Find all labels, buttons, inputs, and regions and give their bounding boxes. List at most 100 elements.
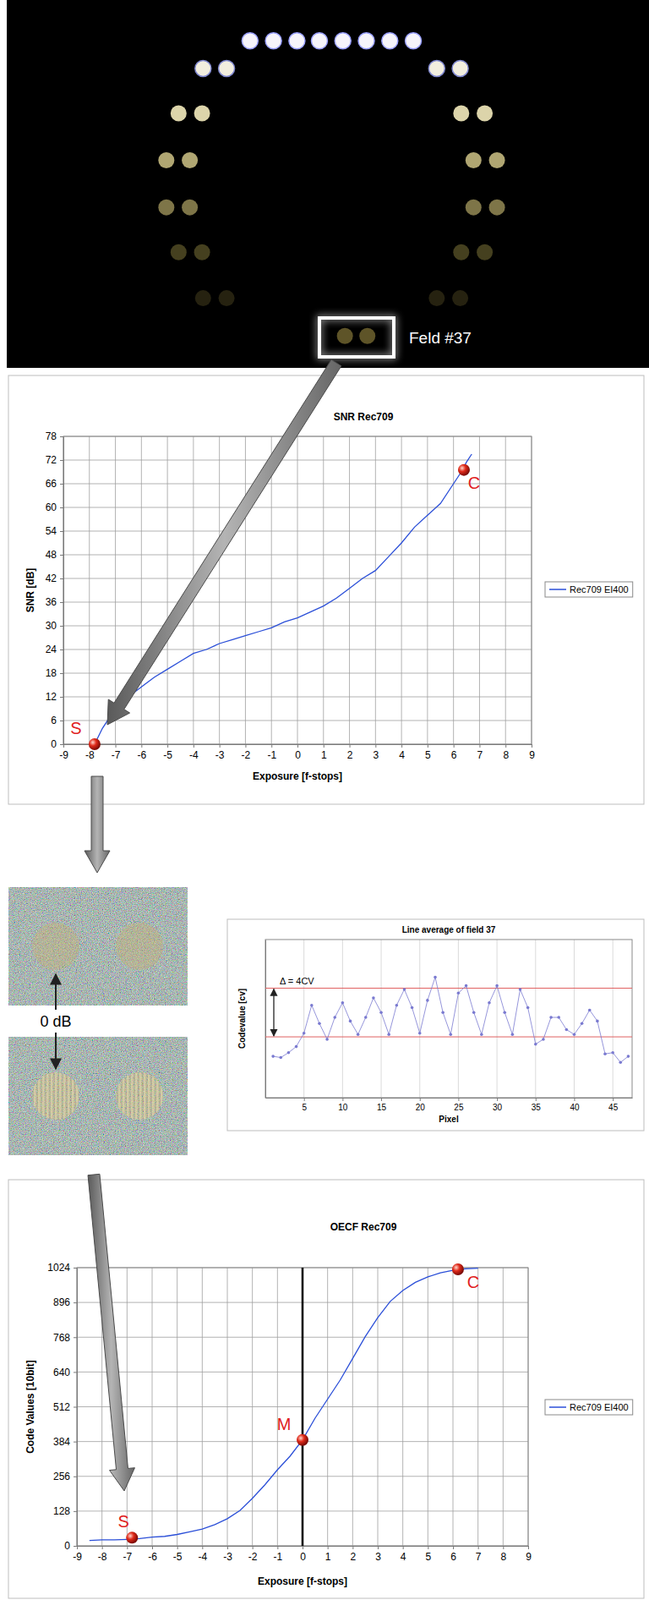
patch-stripes bbox=[32, 1071, 80, 1119]
y-tick: 256 bbox=[53, 1469, 77, 1482]
y-tick-mark bbox=[59, 554, 64, 556]
y-tick: 54 bbox=[45, 524, 64, 537]
x-tick-label: 3 bbox=[375, 1549, 382, 1562]
series-point bbox=[595, 1019, 600, 1023]
grid-line bbox=[381, 938, 382, 1097]
y-tick: 768 bbox=[53, 1330, 77, 1343]
y-tick-label: 896 bbox=[53, 1295, 71, 1308]
x-tick: 1 bbox=[325, 1544, 332, 1562]
y-tick-mark bbox=[73, 1266, 77, 1268]
x-tick-mark bbox=[453, 743, 455, 748]
y-tick-mark bbox=[59, 530, 64, 532]
photo-patch bbox=[241, 32, 258, 50]
photo-patch bbox=[476, 105, 493, 122]
plot-frame bbox=[265, 938, 633, 1097]
x-tick-mark bbox=[349, 743, 351, 748]
x-tick-mark bbox=[528, 1544, 530, 1549]
photo-patch bbox=[489, 152, 506, 169]
photo-patch bbox=[452, 244, 470, 261]
label-background bbox=[278, 975, 316, 986]
x-tick: 10 bbox=[338, 1096, 349, 1112]
x-tick-label: 0 bbox=[299, 1549, 306, 1562]
y-tick-label: 0 bbox=[50, 737, 57, 750]
x-tick: -7 bbox=[122, 1544, 132, 1562]
series-point bbox=[294, 1044, 299, 1048]
series-point bbox=[487, 1000, 491, 1004]
photo-patch bbox=[181, 199, 198, 216]
series-point bbox=[549, 1014, 553, 1019]
patch-stripes bbox=[115, 1071, 164, 1119]
x-tick-mark bbox=[375, 743, 377, 748]
photo-patch bbox=[359, 327, 376, 344]
y-axis-line bbox=[63, 436, 65, 745]
x-axis: -9-8-7-6-5-4-3-2-10123456789 bbox=[59, 743, 535, 761]
y-tick: 640 bbox=[53, 1365, 77, 1378]
x-tick-mark bbox=[302, 1544, 304, 1549]
grid-line bbox=[88, 436, 90, 744]
x-tick-mark bbox=[63, 743, 65, 748]
x-tick-label: -4 bbox=[197, 1549, 208, 1562]
y-tick-label: 128 bbox=[53, 1504, 71, 1517]
y-axis bbox=[265, 939, 267, 1098]
x-tick-label: 8 bbox=[502, 748, 509, 761]
y-tick: 1024 bbox=[47, 1260, 77, 1273]
series-point bbox=[610, 1050, 615, 1054]
grid bbox=[63, 436, 532, 744]
x-tick-mark bbox=[612, 1096, 614, 1101]
grid-line bbox=[271, 436, 273, 744]
y-axis: 06121824303642485460667278 bbox=[45, 430, 65, 750]
x-tick-mark bbox=[102, 1544, 104, 1549]
x-axis-title: Pixel bbox=[438, 1113, 459, 1124]
series-point bbox=[433, 975, 437, 979]
grid-line bbox=[496, 938, 498, 1097]
marked-point bbox=[452, 1262, 464, 1275]
chart: 51015202530354045Δ = 4CVLine average of … bbox=[227, 918, 644, 1130]
chart-title: OECF Rec709 bbox=[330, 1220, 398, 1233]
series-point bbox=[425, 998, 430, 1002]
series-point bbox=[541, 1036, 546, 1041]
grid-line bbox=[303, 938, 305, 1097]
y-axis-line bbox=[265, 939, 267, 1098]
y-axis-title: SNR [dB] bbox=[24, 567, 37, 613]
y-tick-mark bbox=[73, 1336, 77, 1337]
x-tick-mark bbox=[193, 743, 195, 748]
series-point bbox=[418, 1030, 422, 1035]
x-tick-mark bbox=[342, 1096, 344, 1101]
x-tick-mark bbox=[535, 1096, 537, 1101]
x-tick: -2 bbox=[241, 743, 251, 761]
x-tick-label: -8 bbox=[85, 748, 95, 761]
x-tick-mark bbox=[377, 1544, 379, 1549]
legend: Rec709 EI400 bbox=[545, 1398, 633, 1414]
y-axis-title: Codevalue [cv] bbox=[237, 987, 247, 1048]
y-tick: 896 bbox=[53, 1295, 77, 1308]
series-point bbox=[341, 1000, 345, 1004]
x-tick-mark bbox=[401, 743, 403, 748]
x-tick: 5 bbox=[425, 1544, 431, 1562]
x-tick-mark bbox=[327, 1544, 329, 1549]
y-tick: 512 bbox=[53, 1400, 77, 1413]
y-tick-label: 1024 bbox=[47, 1260, 71, 1273]
y-tick-label: 384 bbox=[53, 1434, 71, 1447]
y-tick-label: 42 bbox=[45, 572, 58, 584]
y-tick-mark bbox=[59, 719, 64, 721]
marked-point bbox=[88, 737, 101, 750]
y-tick: 48 bbox=[45, 548, 64, 561]
series-point bbox=[511, 1031, 515, 1036]
x-tick-label: -7 bbox=[122, 1549, 132, 1562]
x-tick: 9 bbox=[525, 1544, 532, 1562]
x-tick: 20 bbox=[415, 1096, 426, 1112]
grid bbox=[76, 1266, 529, 1545]
chart: -9-8-7-6-5-4-3-2-10123456789061218243036… bbox=[8, 375, 644, 804]
photo-patch bbox=[452, 289, 469, 306]
x-tick-label: -5 bbox=[173, 1549, 183, 1562]
x-tick: -6 bbox=[147, 1544, 158, 1562]
photo-patch bbox=[310, 32, 328, 50]
pointer-arrow bbox=[107, 359, 342, 725]
photo-patch bbox=[489, 199, 506, 216]
grid-line bbox=[375, 436, 377, 744]
series-point bbox=[526, 1005, 530, 1009]
y-tick: 42 bbox=[45, 572, 64, 584]
grid-line bbox=[349, 436, 350, 744]
series-point bbox=[502, 1010, 507, 1015]
patch bbox=[115, 921, 164, 970]
